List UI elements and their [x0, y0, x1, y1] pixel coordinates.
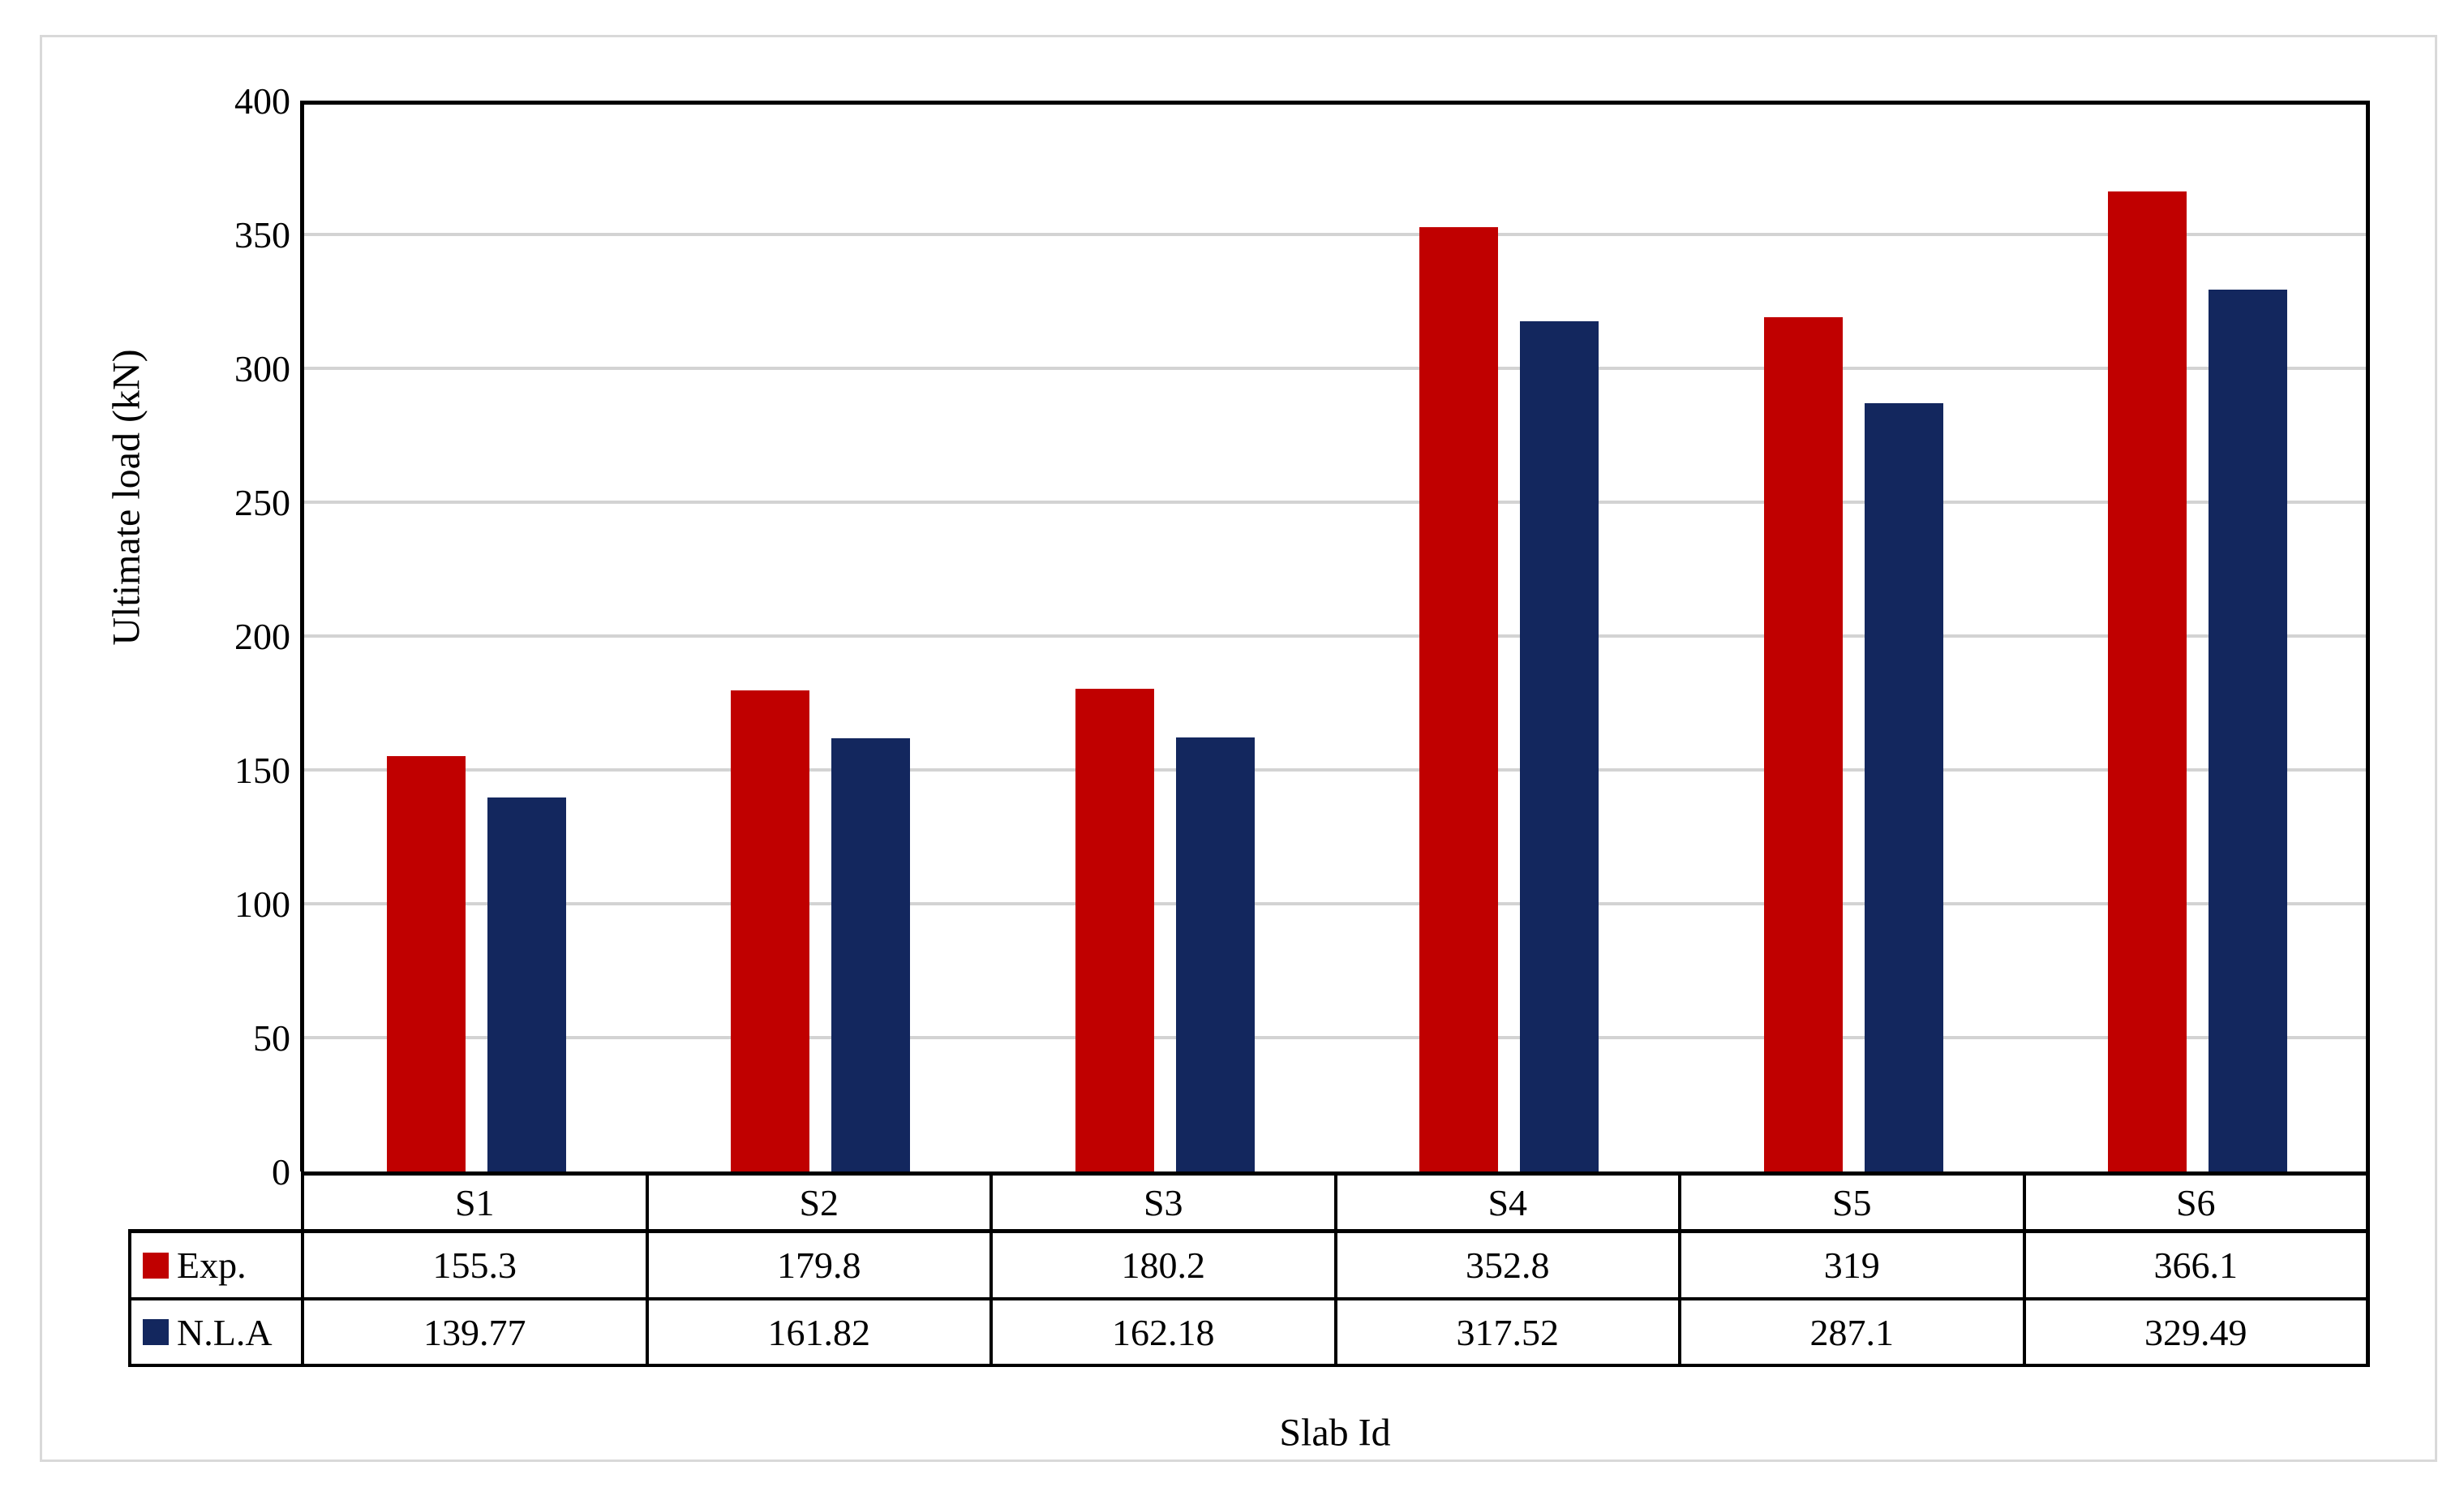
chart-frame: Ultimate load (kN) 400 350 300 250 200 150 100… [40, 35, 2437, 1462]
category-header-cell-s3: S3 [993, 1171, 1337, 1233]
value-cell-exp-s2: 179.8 [648, 1233, 993, 1300]
legend-swatch-exp-icon [143, 1252, 169, 1279]
value-cell-exp-s5: 319 [1681, 1233, 2026, 1300]
category-header-cell-s1: S1 [304, 1171, 649, 1233]
value-cell-exp-s1: 155.3 [304, 1233, 649, 1300]
x-axis-title: Slab Id [1279, 1411, 1391, 1455]
gridline-200 [304, 634, 2366, 638]
y-tick-label-150: 150 [234, 750, 290, 791]
y-tick-label-50: 50 [253, 1017, 290, 1059]
bar-exp-s2 [731, 690, 809, 1171]
bar-exp-s3 [1075, 689, 1154, 1171]
y-tick-label-200: 200 [234, 616, 290, 657]
legend-cell-exp: Exp. [128, 1233, 304, 1300]
value-cell-nla-s2: 161.82 [648, 1300, 993, 1367]
value-cell-exp-s4: 352.8 [1337, 1233, 1681, 1300]
bar-nla-s4 [1520, 321, 1599, 1171]
gridline-150 [304, 768, 2366, 772]
data-table: S1 S2 S3 S4 S5 S6 Exp. 155.3 179.8 180.2 352.8 319 3… [128, 1171, 2370, 1367]
legend-label-exp: Exp. [177, 1245, 247, 1286]
y-tick-label-250: 250 [234, 482, 290, 523]
value-cell-nla-s3: 162.18 [993, 1300, 1337, 1367]
legend-label-nla: N.L.A [177, 1311, 273, 1353]
value-cell-nla-s6: 329.49 [2025, 1300, 2370, 1367]
value-cell-nla-s4: 317.52 [1337, 1300, 1681, 1367]
y-tick-label-350: 350 [234, 214, 290, 256]
value-cell-exp-s6: 366.1 [2025, 1233, 2370, 1300]
gridline-100 [304, 902, 2366, 905]
plot-area [300, 101, 2370, 1171]
value-cell-exp-s3: 180.2 [993, 1233, 1337, 1300]
category-header-cell-s6: S6 [2025, 1171, 2370, 1233]
value-cell-nla-s1: 139.77 [304, 1300, 649, 1367]
bar-nla-s1 [487, 797, 566, 1171]
y-tick-label-100: 100 [234, 883, 290, 925]
category-header-cell-s2: S2 [648, 1171, 993, 1233]
bar-exp-s4 [1419, 227, 1498, 1171]
category-header-cell-s5: S5 [1681, 1171, 2026, 1233]
gridline-300 [304, 367, 2366, 370]
legend-cell-nla: N.L.A [128, 1300, 304, 1367]
bar-exp-s1 [387, 756, 466, 1171]
bar-nla-s3 [1176, 737, 1255, 1171]
bar-nla-s2 [831, 738, 910, 1171]
gridline-250 [304, 501, 2366, 504]
gridline-350 [304, 233, 2366, 236]
bar-exp-s5 [1764, 317, 1843, 1171]
y-tick-label-400: 400 [234, 80, 290, 122]
bar-nla-s5 [1865, 403, 1943, 1171]
legend-swatch-nla-icon [143, 1319, 169, 1345]
value-cell-nla-s5: 287.1 [1681, 1300, 2026, 1367]
gridline-50 [304, 1036, 2366, 1039]
table-corner-cell [128, 1171, 304, 1233]
bar-nla-s6 [2209, 290, 2287, 1171]
y-tick-label-0: 0 [272, 1151, 290, 1193]
bar-exp-s6 [2108, 191, 2187, 1171]
y-tick-label-300: 300 [234, 348, 290, 389]
category-header-cell-s4: S4 [1337, 1171, 1681, 1233]
